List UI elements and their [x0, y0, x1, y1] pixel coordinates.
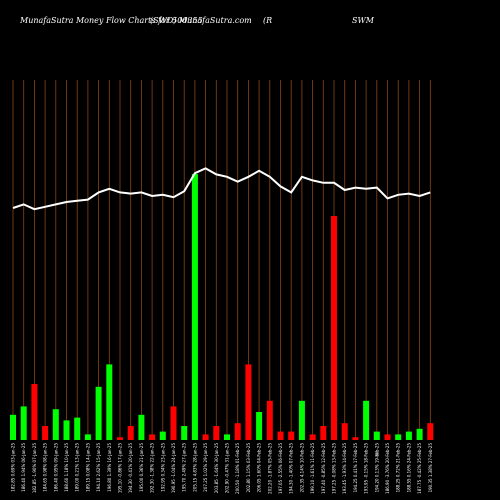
money-flow-bar [10, 414, 16, 440]
x-tick-label: 202.35 4.14% 10-Feb-25 [299, 443, 304, 493]
money-flow-bar [181, 426, 188, 440]
x-tick-label: 184.65 0.98% 08-Jan-25 [43, 443, 48, 492]
money-flow-bar [20, 406, 27, 440]
money-flow-bar [341, 423, 348, 440]
money-flow-bar [427, 423, 434, 440]
money-flow-bar [352, 437, 359, 440]
money-flow-bar [384, 434, 391, 440]
x-tick-label: 200.50 -1.18% 01-Feb-25 [235, 443, 240, 494]
x-tick-label: 206.05 1.60% 04-Feb-25 [257, 443, 262, 493]
x-tick-label: 182.85 -1.90% 07-Jan-25 [32, 443, 37, 494]
x-tick-label: 192.30 -1.38% 22-Jan-25 [150, 443, 155, 494]
money-flow-bar [213, 426, 220, 440]
x-tick-label: 194.25 0.41% 17-Feb-25 [353, 443, 358, 493]
money-flow-bar [416, 428, 423, 440]
x-tick-label: 203.85 -1.64% 30-Jan-25 [214, 443, 219, 494]
money-flow-bar [224, 434, 230, 440]
money-flow-bar [74, 417, 81, 440]
x-tick-label: 190.35 1.38% 27-Feb-25 [428, 443, 433, 493]
chart-header-symbol: SWM [352, 16, 375, 25]
x-tick-label: 202.20 -1.87% 05-Feb-25 [267, 443, 272, 494]
x-tick-label: 202.90 -0.47% 31-Jan-25 [225, 443, 230, 494]
money-flow-bar [256, 412, 263, 440]
money-flow-bar [52, 409, 59, 440]
stray-percent-label: % [375, 452, 379, 457]
money-flow-bar [373, 431, 380, 440]
chart-header-paren: (R [263, 16, 272, 25]
money-flow-bar [245, 364, 252, 440]
money-flow-bar [106, 364, 113, 440]
x-tick-label: 194.10 2.62% 15-Jan-25 [96, 443, 101, 492]
money-flow-bar [191, 174, 198, 440]
money-flow-bar [159, 431, 166, 440]
money-flow-bar [320, 426, 327, 440]
money-flow-bar [266, 400, 273, 440]
x-tick-label: 187.75 -0.42% 25-Feb-25 [417, 443, 422, 494]
x-tick-label: 193.95 -0.15% 18-Feb-25 [364, 443, 369, 494]
x-tick-label: 186.40 0.95% 09-Jan-25 [53, 443, 58, 492]
x-tick-label: 190.95 -1.04% 24-Jan-25 [171, 443, 176, 494]
money-flow-bar [117, 437, 123, 440]
money-flow-bar [42, 426, 49, 440]
money-flow-bar [127, 426, 134, 440]
money-flow-bar [31, 384, 38, 440]
x-tick-label: 189.00 0.21% 13-Jan-25 [75, 443, 80, 492]
x-tick-label: 199.10 -1.61% 11-Feb-25 [310, 443, 315, 494]
money-flow-bar [149, 434, 156, 440]
chart-header-source: MunafaSutra Money Flow Charts for 500355 [19, 16, 203, 25]
money-flow-bars [10, 174, 434, 440]
x-tick-label: 197.40 -0.85% 12-Feb-25 [321, 443, 326, 494]
money-flow-bar [288, 431, 295, 440]
x-tick-label: 202.80 1.15% 03-Feb-25 [246, 443, 251, 493]
money-flow-bar [95, 386, 102, 440]
x-tick-label: 196.80 1.39% 16-Jan-25 [107, 443, 112, 492]
money-flow-bar [331, 216, 337, 440]
x-axis-labels: 182.85 0.69% 03-Jan-25 186.40 1.94% 06-Ja… [11, 443, 433, 494]
money-flow-bar [84, 434, 91, 440]
x-tick-label: 205.15 4.83% 28-Jan-25 [192, 443, 197, 492]
money-flow-bar [170, 406, 177, 440]
money-flow-bar [277, 431, 284, 440]
chart-header-code: (SWD) MunafaSutra.com [150, 16, 252, 25]
money-flow-bar [405, 431, 412, 440]
money-flow-bar [63, 420, 70, 440]
x-tick-label: 193.45 -1.93% 14-Feb-25 [342, 443, 347, 494]
x-tick-label: 186.90 -3.76% 20-Feb-25 [385, 443, 390, 494]
x-tick-label: 195.10 -0.86% 17-Jan-25 [118, 443, 123, 494]
money-flow-bar [309, 434, 316, 440]
x-tick-label: 188.60 1.18% 10-Jan-25 [64, 443, 69, 492]
x-tick-label: 197.05 -2.55% 06-Feb-25 [278, 443, 283, 494]
x-tick-label: 194.20 0.13% 19-Feb-25 [374, 443, 379, 493]
x-tick-label: 195.00 0.36% 21-Jan-25 [139, 443, 144, 492]
x-tick-label: 197.25 -0.08% 13-Feb-25 [332, 443, 337, 494]
x-tick-label: 192.95 0.34% 23-Jan-25 [160, 443, 165, 492]
x-tick-label: 195.70 2.49% 27-Jan-25 [182, 443, 187, 492]
money-flow-bar [363, 400, 370, 440]
x-tick-label: 207.25 1.02% 29-Jan-25 [203, 443, 208, 492]
x-tick-label: 188.55 0.16% 24-Feb-25 [406, 443, 411, 493]
x-tick-label: 189.15 0.08% 14-Jan-25 [85, 443, 90, 492]
price-line [12, 167, 431, 211]
x-tick-label: 194.30 -1.40% 07-Feb-25 [289, 443, 294, 494]
price-line-path [12, 167, 431, 211]
x-tick-label: 182.85 0.69% 03-Jan-25 [11, 443, 16, 492]
money-flow-bar [234, 423, 241, 440]
money-flow-bar [202, 434, 209, 440]
x-tick-label: 188.25 0.72% 21-Feb-25 [396, 443, 401, 493]
vertical-gridlines [12, 80, 431, 440]
money-flow-bar [395, 434, 402, 440]
x-tick-label: 194.30 -0.41% 20-Jan-25 [128, 443, 133, 494]
x-tick-label: 186.40 1.94% 06-Jan-25 [21, 443, 26, 492]
money-flow-bar [138, 414, 145, 440]
money-flow-bar [298, 400, 305, 440]
